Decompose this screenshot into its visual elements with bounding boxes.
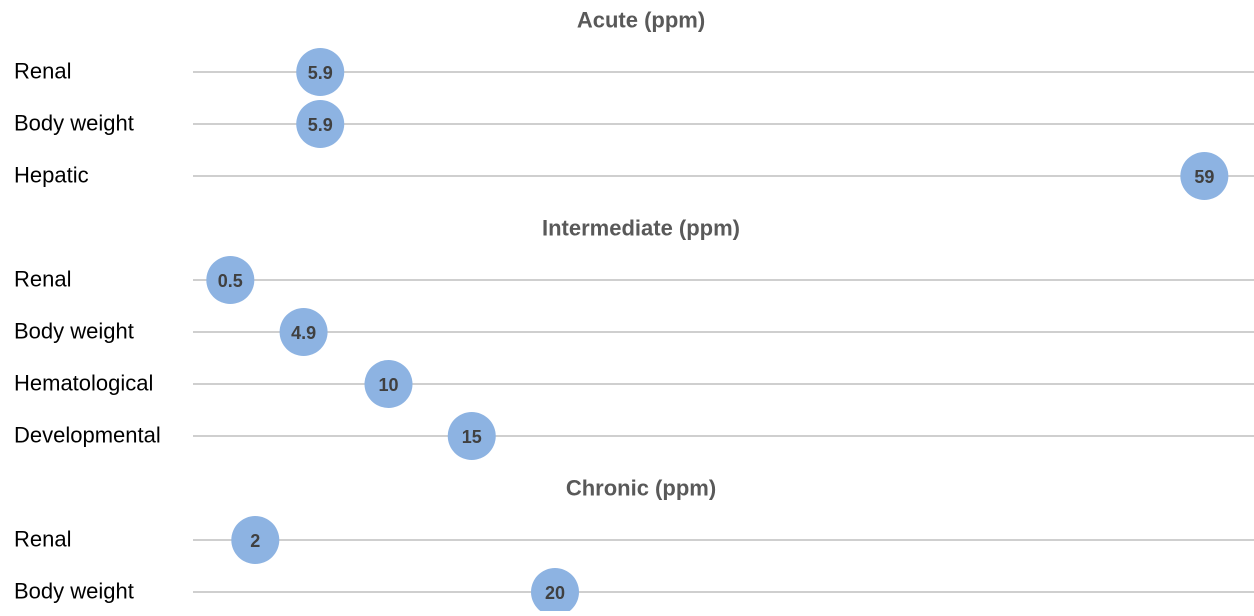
row-label: Hematological bbox=[14, 371, 153, 396]
data-point bbox=[296, 48, 345, 96]
data-label: 10 bbox=[378, 375, 398, 395]
row-label: Body weight bbox=[14, 111, 134, 136]
data-point bbox=[1180, 152, 1229, 200]
data-label: 2 bbox=[250, 531, 260, 551]
data-label: 20 bbox=[545, 583, 565, 603]
section-title: Intermediate (ppm) bbox=[542, 216, 740, 241]
data-label: 5.9 bbox=[308, 115, 333, 135]
data-point bbox=[231, 516, 280, 564]
row-label: Renal bbox=[14, 59, 71, 84]
row-label: Body weight bbox=[14, 319, 134, 344]
row-label: Renal bbox=[14, 527, 71, 552]
row-label: Renal bbox=[14, 267, 71, 292]
data-point bbox=[364, 360, 413, 408]
data-label: 15 bbox=[462, 427, 482, 447]
data-label: 5.9 bbox=[308, 63, 333, 83]
section-title: Chronic (ppm) bbox=[566, 476, 716, 501]
data-point bbox=[447, 412, 496, 460]
data-point bbox=[279, 308, 328, 356]
data-label: 4.9 bbox=[291, 323, 316, 343]
data-label: 0.5 bbox=[218, 271, 243, 291]
data-label: 59 bbox=[1194, 167, 1214, 187]
data-point bbox=[296, 100, 345, 148]
section-title: Acute (ppm) bbox=[577, 8, 705, 33]
data-point bbox=[531, 568, 579, 616]
row-label: Body weight bbox=[14, 579, 134, 604]
row-label: Hepatic bbox=[14, 163, 89, 188]
row-label: Developmental bbox=[14, 423, 161, 448]
data-point bbox=[206, 256, 255, 304]
